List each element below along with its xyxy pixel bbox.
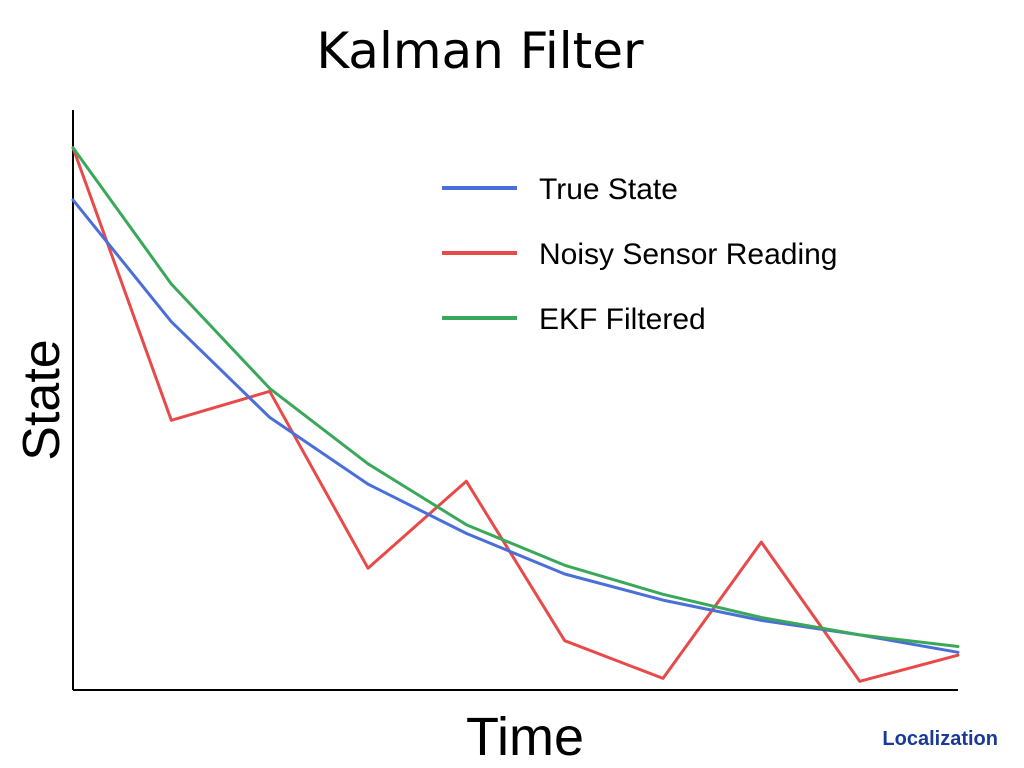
footer-label: Localization bbox=[882, 728, 998, 750]
x-axis-label: Time bbox=[466, 707, 584, 767]
chart-legend: True State Noisy Sensor Reading EKF Filter… bbox=[442, 173, 838, 336]
series-line-noisy-sensor-reading bbox=[71, 146, 960, 683]
chart-axes bbox=[72, 110, 958, 691]
legend-label-ekf-filtered: EKF Filtered bbox=[539, 303, 706, 336]
chart-title: Kalman Filter bbox=[316, 22, 644, 80]
series-layer bbox=[71, 146, 960, 683]
legend-label-noisy-sensor-reading: Noisy Sensor Reading bbox=[539, 238, 838, 271]
series-line-ekf-filtered bbox=[71, 146, 960, 648]
legend-label-true-state: True State bbox=[539, 173, 678, 206]
y-axis-label: State bbox=[13, 339, 71, 461]
